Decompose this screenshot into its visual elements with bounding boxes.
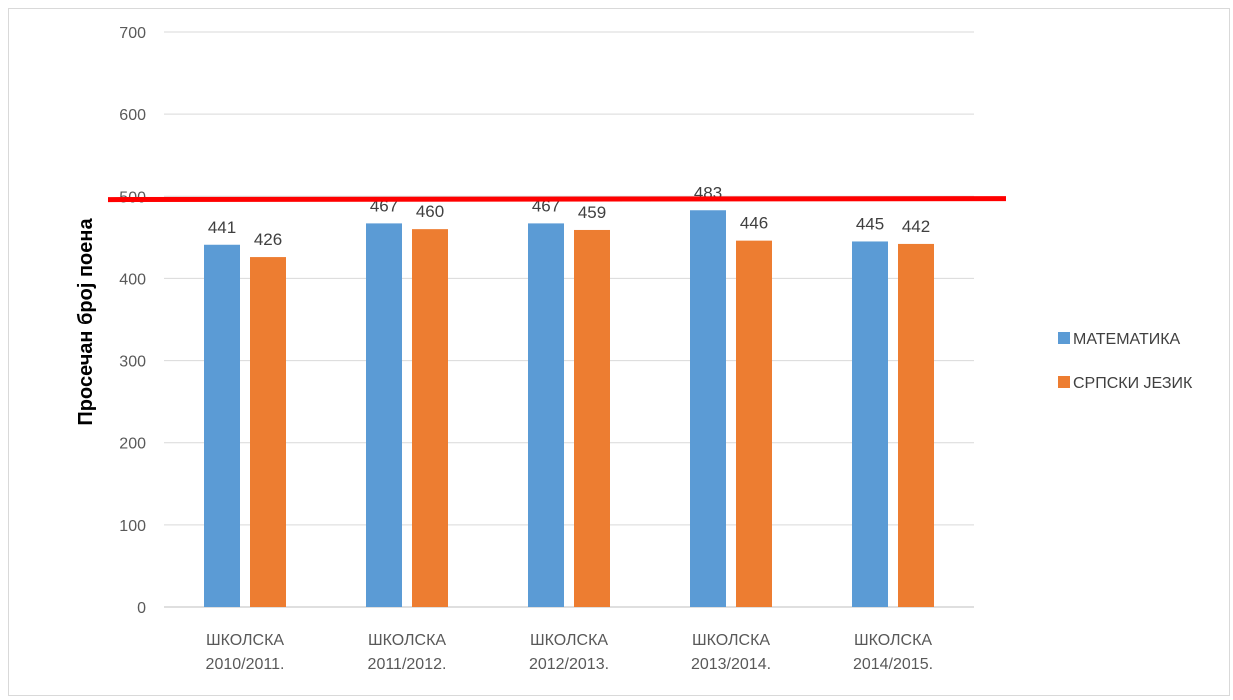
y-axis-ticks: 0100200300400500600700 — [119, 25, 146, 617]
data-label: 441 — [208, 218, 236, 237]
data-label: 460 — [416, 202, 444, 221]
legend-label: СРПСКИ ЈЕЗИК — [1073, 375, 1193, 392]
reference-line — [107, 196, 1007, 203]
y-tick-label: 300 — [119, 354, 146, 371]
bar — [412, 229, 448, 607]
bars — [204, 210, 934, 607]
bar — [204, 244, 240, 607]
legend-label: МАТЕМАТИКА — [1073, 331, 1181, 348]
data-label: 446 — [740, 214, 768, 233]
bar — [898, 243, 934, 607]
bar — [528, 223, 564, 607]
data-label: 426 — [254, 230, 282, 249]
bar — [250, 257, 286, 607]
data-label: 459 — [578, 203, 606, 222]
y-tick-label: 600 — [119, 107, 146, 124]
bar — [852, 241, 888, 607]
legend-swatch — [1058, 376, 1070, 388]
x-tick-label: ШКОЛСКА 2013/2014. — [691, 632, 771, 673]
legend-swatch — [1058, 332, 1070, 344]
bar — [736, 240, 772, 607]
y-tick-label: 400 — [119, 271, 146, 288]
bar — [690, 210, 726, 607]
y-axis-title: Просечан број поена — [75, 218, 97, 426]
y-tick-label: 200 — [119, 436, 146, 453]
x-tick-label: ШКОЛСКА 2011/2012. — [368, 632, 447, 673]
bar — [574, 229, 610, 607]
data-label: 442 — [902, 217, 930, 236]
legend: МАТЕМАТИКА СРПСКИ ЈЕЗИК — [1058, 331, 1193, 392]
x-tick-label: ШКОЛСКА 2010/2011. — [206, 632, 285, 673]
data-label: 445 — [856, 214, 884, 233]
y-tick-label: 0 — [137, 600, 146, 617]
bar — [366, 223, 402, 607]
x-axis-ticks: ШКОЛСКА 2010/2011. ШКОЛСКА 2011/2012. ШКОЛСК… — [206, 632, 933, 673]
y-tick-label: 700 — [119, 25, 146, 42]
x-tick-label: ШКОЛСКА 2012/2013. — [529, 632, 609, 673]
y-tick-label: 100 — [119, 518, 146, 535]
x-tick-label: ШКОЛСКА 2014/2015. — [853, 632, 933, 673]
